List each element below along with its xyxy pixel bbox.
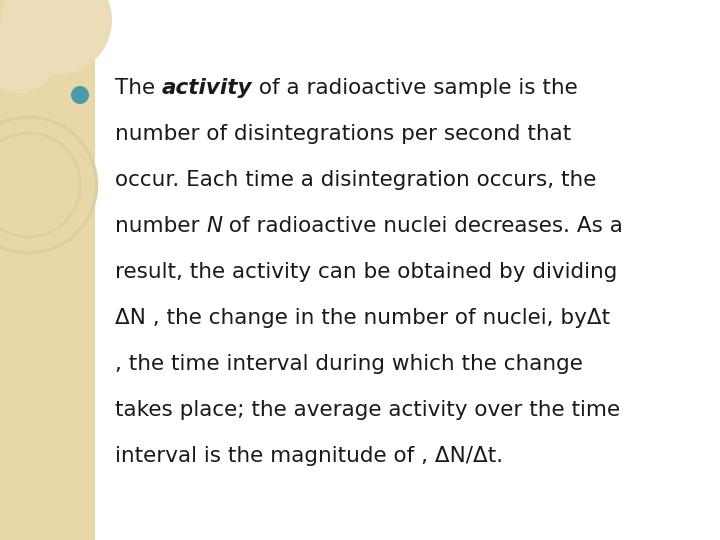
Circle shape bbox=[0, 17, 57, 93]
Bar bbox=[0, 0, 95, 540]
Text: result, the activity can be obtained by dividing: result, the activity can be obtained by … bbox=[115, 262, 617, 282]
Text: number: number bbox=[115, 216, 207, 236]
Text: ΔN , the change in the number of nuclei, byΔt: ΔN , the change in the number of nuclei,… bbox=[115, 308, 610, 328]
Text: of a radioactive sample is the: of a radioactive sample is the bbox=[253, 78, 578, 98]
Text: , the time interval during which the change: , the time interval during which the cha… bbox=[115, 354, 583, 374]
Circle shape bbox=[2, 0, 112, 75]
Text: The: The bbox=[115, 78, 162, 98]
Text: occur. Each time a disintegration occurs, the: occur. Each time a disintegration occurs… bbox=[115, 170, 596, 190]
Text: of radioactive nuclei decreases. As a: of radioactive nuclei decreases. As a bbox=[222, 216, 624, 236]
Text: N: N bbox=[207, 216, 222, 236]
Text: interval is the magnitude of , ΔN/Δt.: interval is the magnitude of , ΔN/Δt. bbox=[115, 446, 503, 466]
Text: number of disintegrations per second that: number of disintegrations per second tha… bbox=[115, 124, 571, 144]
Text: takes place; the average activity over the time: takes place; the average activity over t… bbox=[115, 400, 620, 420]
Text: activity: activity bbox=[162, 78, 253, 98]
Circle shape bbox=[71, 86, 89, 104]
